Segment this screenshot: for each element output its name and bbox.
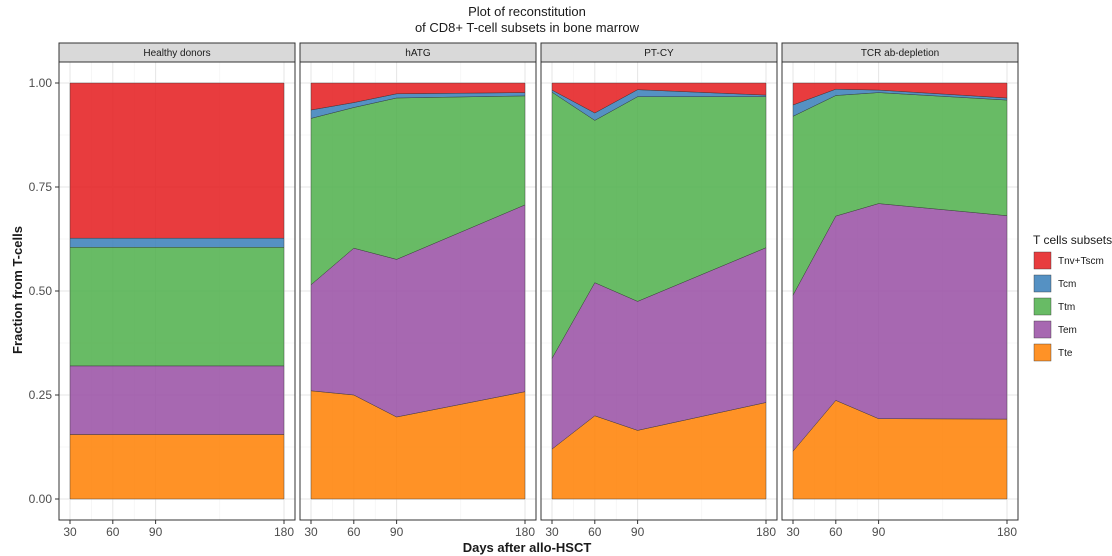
legend-label: Tcm: [1058, 279, 1076, 290]
area-tte: [69, 434, 285, 500]
legend-title: T cells subsets: [1033, 233, 1112, 247]
y-tick-label: 0.00: [29, 492, 53, 506]
facet-strip-label: Healthy donors: [143, 48, 210, 59]
area-tnv-tscm: [69, 82, 285, 239]
legend-key: [1033, 320, 1052, 339]
y-tick-label: 1.00: [29, 76, 53, 90]
x-tick-label: 60: [106, 525, 120, 539]
x-tick-label: 30: [786, 525, 800, 539]
panel-border: [540, 61, 778, 521]
x-tick-label: 30: [304, 525, 318, 539]
y-tick-label: 0.25: [29, 388, 53, 402]
legend-key: [1033, 274, 1052, 293]
area-tcm: [69, 238, 285, 248]
facet-panel: TCR ab-depletion 30 60 90 180: [781, 42, 1019, 539]
x-tick-label: 60: [829, 525, 843, 539]
y-axis-title: Fraction from T-cells: [10, 226, 25, 354]
legend-label: Tte: [1058, 348, 1073, 359]
x-tick-label: 60: [347, 525, 361, 539]
legend-label: Ttm: [1058, 302, 1075, 313]
facet-panel: PT-CY 30 60 90 180: [540, 42, 778, 539]
area-tem: [69, 365, 285, 435]
legend-key: [1033, 343, 1052, 362]
legend-key: [1033, 251, 1052, 270]
chart-title-line1: Plot of reconstitution: [468, 4, 586, 19]
y-axis: 0.00 0.25 0.50 0.75 1.00: [29, 76, 59, 506]
facet-strip-label: PT-CY: [644, 48, 674, 59]
facet-panel: hATG 30 60 90 180: [299, 42, 537, 539]
facet-panel: Healthy donors 30 60 90 180: [58, 42, 296, 539]
x-tick-label: 180: [756, 525, 776, 539]
x-axis-title: Days after allo-HSCT: [463, 540, 592, 555]
x-tick-label: 30: [63, 525, 77, 539]
facet-strip-label: hATG: [405, 48, 431, 59]
area-tnv-tscm: [310, 82, 526, 111]
x-tick-label: 180: [515, 525, 535, 539]
x-tick-label: 180: [274, 525, 294, 539]
panel-border: [299, 61, 537, 521]
panel-border: [781, 61, 1019, 521]
x-tick-label: 180: [997, 525, 1017, 539]
legend: T cells subsets Tnv+Tscm Tcm Ttm Tem Tte: [1033, 233, 1112, 362]
x-tick-label: 90: [872, 525, 886, 539]
legend-label: Tnv+Tscm: [1058, 256, 1104, 267]
legend-label: Tem: [1058, 325, 1077, 336]
legend-key: [1033, 297, 1052, 316]
x-tick-label: 90: [390, 525, 404, 539]
area-tnv-tscm: [551, 82, 767, 114]
x-tick-label: 30: [545, 525, 559, 539]
chart-title-line2: of CD8+ T-cell subsets in bone marrow: [415, 20, 640, 35]
x-tick-label: 90: [631, 525, 645, 539]
y-tick-label: 0.75: [29, 180, 53, 194]
area-tnv-tscm: [792, 82, 1008, 106]
x-tick-label: 90: [149, 525, 163, 539]
facet-strip-label: TCR ab-depletion: [861, 48, 939, 59]
area-ttm: [69, 247, 285, 367]
x-tick-label: 60: [588, 525, 602, 539]
y-tick-label: 0.50: [29, 284, 53, 298]
